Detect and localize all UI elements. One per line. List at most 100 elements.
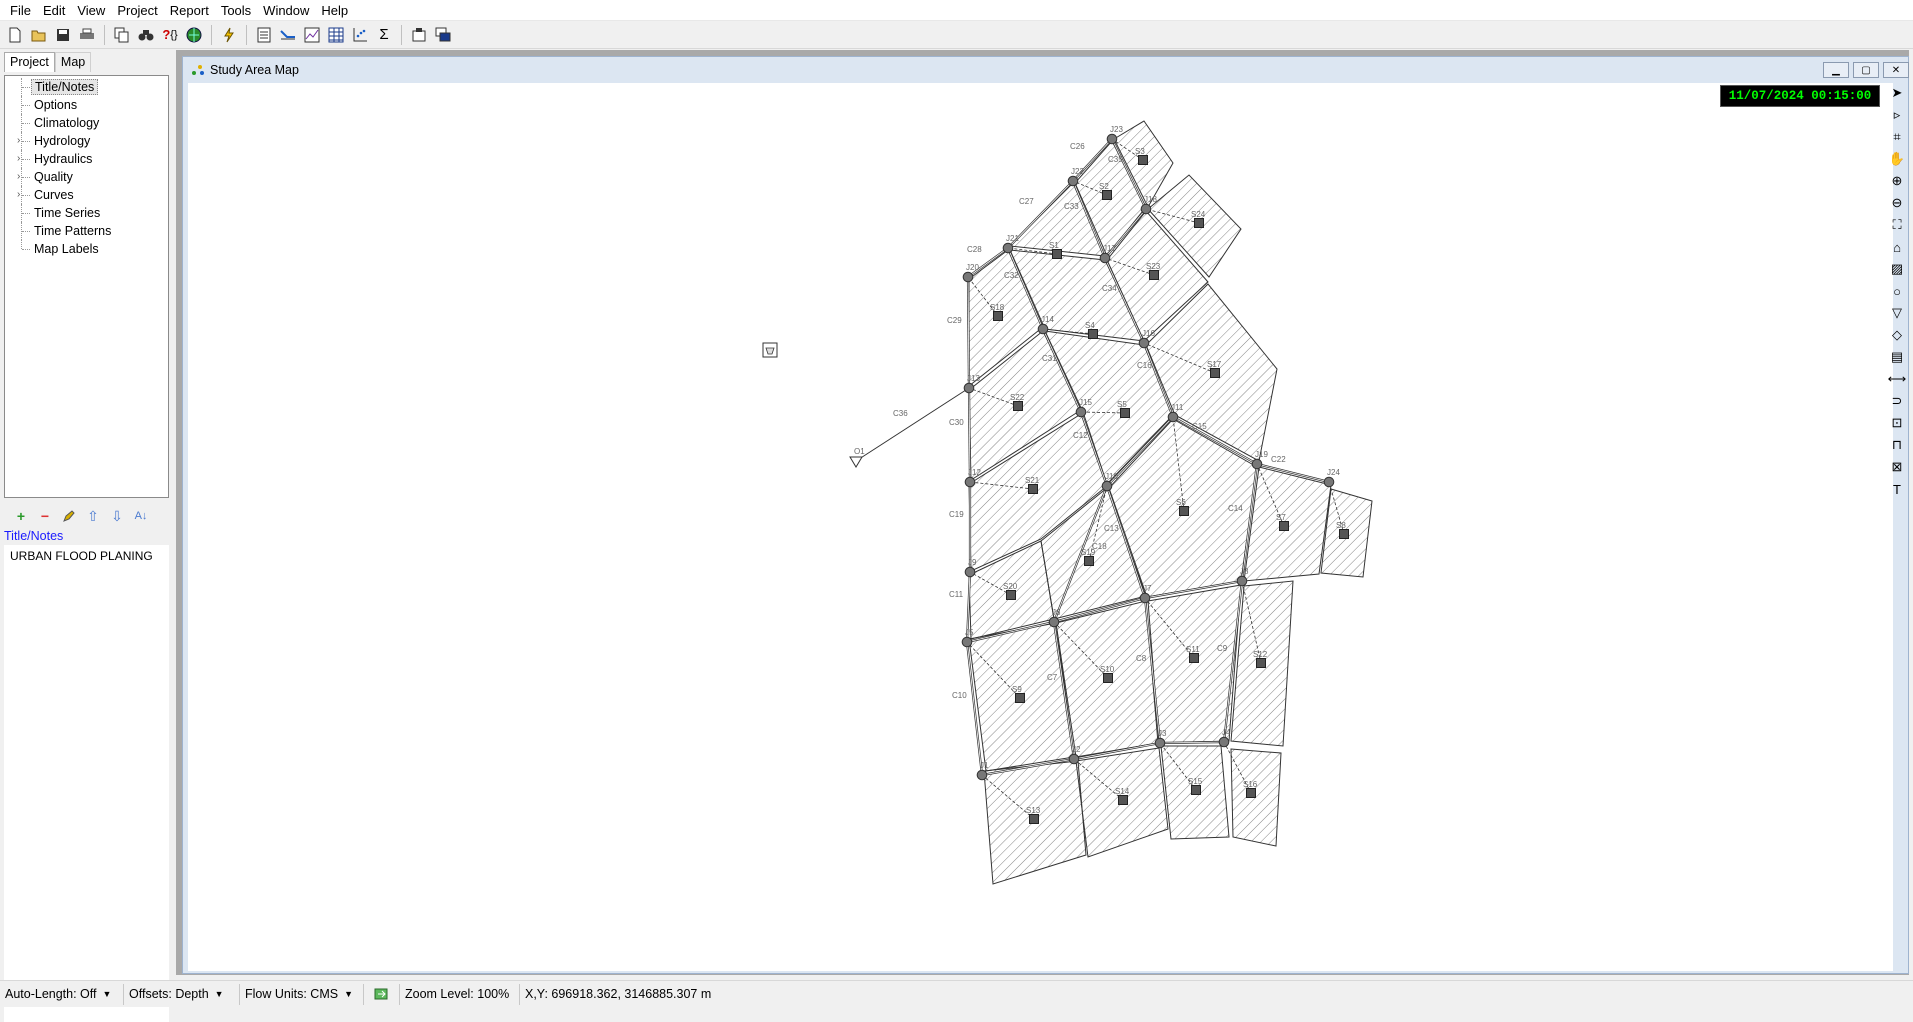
junction-j14[interactable] xyxy=(1037,323,1049,335)
subcatchment-centroid-s23[interactable] xyxy=(1149,270,1159,280)
flow-direction-icon[interactable] xyxy=(364,983,400,1005)
label-icon[interactable]: T xyxy=(1893,481,1901,497)
delete-icon[interactable]: − xyxy=(40,508,50,524)
outlet-line-s6[interactable] xyxy=(1172,416,1185,512)
junction-j18[interactable] xyxy=(1140,203,1152,215)
subcatchment-centroid-s3[interactable] xyxy=(1138,155,1148,165)
junction-j24[interactable] xyxy=(1323,476,1335,488)
zoom-out-icon[interactable]: ⊖ xyxy=(1891,195,1903,210)
junction-j10[interactable] xyxy=(1101,480,1113,492)
subcatchment-centroid-s8[interactable] xyxy=(1339,529,1349,539)
table-icon[interactable] xyxy=(325,24,347,46)
conduit-centerline[interactable] xyxy=(1144,597,1161,744)
pan-icon[interactable]: ✋ xyxy=(1888,151,1906,166)
junction-j19[interactable] xyxy=(1251,458,1263,470)
outlet-line-s17[interactable] xyxy=(1143,342,1216,374)
junction-j7[interactable] xyxy=(1139,592,1151,604)
outlet-line-s2[interactable] xyxy=(1072,180,1108,196)
subcatchment-centroid-s11[interactable] xyxy=(1189,653,1199,663)
storage-icon[interactable]: ▤ xyxy=(1890,349,1904,364)
subcatchment-centroid-s2[interactable] xyxy=(1102,190,1112,200)
new-file-icon[interactable] xyxy=(4,24,26,46)
conduit-centerline[interactable] xyxy=(1106,416,1174,487)
outlet-line-s20[interactable] xyxy=(969,571,1012,596)
conduit-centerline[interactable] xyxy=(1104,257,1145,344)
conduit-centerline[interactable] xyxy=(966,641,983,776)
subcatchment-centroid-s18[interactable] xyxy=(993,311,1003,321)
conduit-centerline[interactable] xyxy=(1072,138,1113,182)
orifice-icon[interactable]: ⊡ xyxy=(1891,415,1903,430)
options-icon[interactable] xyxy=(408,24,430,46)
conduit-centerline[interactable] xyxy=(1053,485,1108,623)
move-down-icon[interactable]: ⇩ xyxy=(111,507,123,524)
menu-report[interactable]: Report xyxy=(169,2,209,18)
divider-icon[interactable]: ◇ xyxy=(1892,327,1902,342)
scatter-plot-icon[interactable] xyxy=(349,24,371,46)
outlet-line-s4[interactable] xyxy=(1042,328,1094,335)
profile-plot-icon[interactable] xyxy=(277,24,299,46)
conduit-centerline[interactable] xyxy=(1042,328,1082,413)
expand-chevron-icon[interactable]: › xyxy=(17,135,21,147)
subcatchment-centroid-s19[interactable] xyxy=(1084,556,1094,566)
subcatchment-icon[interactable]: ▨ xyxy=(1890,261,1904,276)
expand-chevron-icon[interactable]: › xyxy=(17,189,21,201)
menu-help[interactable]: Help xyxy=(321,2,349,18)
outlet-line-s1[interactable] xyxy=(1007,247,1058,255)
outlet-line-s10[interactable] xyxy=(1053,621,1109,679)
rain-gage-cup[interactable] xyxy=(765,347,775,355)
outlet-line-s7[interactable] xyxy=(1256,463,1285,527)
arrange-windows-icon[interactable] xyxy=(432,24,454,46)
conduit-centerline[interactable] xyxy=(1007,247,1044,330)
junction-j15[interactable] xyxy=(1075,406,1087,418)
tree-item-climatology[interactable]: Climatology xyxy=(5,114,168,132)
zoom-in-icon[interactable]: ⊕ xyxy=(1891,173,1903,188)
close-button[interactable]: ✕ xyxy=(1883,62,1909,78)
outfall-icon[interactable]: ▽ xyxy=(1892,305,1902,320)
subcatchment-s5[interactable] xyxy=(1044,330,1174,485)
auto-length-status[interactable]: Auto-Length: Off ▼ xyxy=(0,983,124,1005)
junction-j8[interactable] xyxy=(1236,575,1248,587)
menu-project[interactable]: Project xyxy=(117,2,158,18)
outlet-line-s13[interactable] xyxy=(981,774,1035,820)
outlet-line-s22[interactable] xyxy=(968,387,1019,407)
conduit-centerline[interactable] xyxy=(1241,463,1258,582)
tree-item-curves[interactable]: › Curves xyxy=(5,186,168,204)
outlet-line-s9[interactable] xyxy=(966,641,1021,699)
conduit-centerline[interactable] xyxy=(1007,180,1074,249)
menu-edit[interactable]: Edit xyxy=(42,2,66,18)
outlet-line-s24[interactable] xyxy=(1145,208,1200,224)
subcatchment-centroid-s14[interactable] xyxy=(1118,795,1128,805)
conduit-centerline[interactable] xyxy=(1106,485,1146,599)
menu-file[interactable]: File xyxy=(10,2,31,18)
junction-j11[interactable] xyxy=(1167,411,1179,423)
save-icon[interactable] xyxy=(52,24,74,46)
conduit-centerline[interactable] xyxy=(981,758,1075,776)
junction-j12[interactable] xyxy=(964,476,976,488)
globe-icon[interactable] xyxy=(183,24,205,46)
copy-icon[interactable] xyxy=(111,24,133,46)
conduit-centerline[interactable] xyxy=(1223,580,1243,743)
outlet-line-s18[interactable] xyxy=(967,276,999,317)
tree-item-quality[interactable]: › Quality xyxy=(5,168,168,186)
tree-item-hydrology[interactable]: › Hydrology xyxy=(5,132,168,150)
subcatchment-centroid-s7[interactable] xyxy=(1279,521,1289,531)
junction-j17[interactable] xyxy=(1099,252,1111,264)
subcatchment-centroid-s21[interactable] xyxy=(1028,484,1038,494)
outlet-line-s5[interactable] xyxy=(1080,411,1126,414)
expand-chevron-icon[interactable]: › xyxy=(17,153,21,165)
notes-box[interactable]: URBAN FLOOD PLANING xyxy=(4,545,169,1022)
outlet-line-s12[interactable] xyxy=(1241,580,1262,664)
outlet-line-s3[interactable] xyxy=(1111,138,1144,161)
tree-item-map-labels[interactable]: Map Labels xyxy=(5,240,168,258)
conduit-centerline[interactable] xyxy=(1144,580,1243,599)
menu-view[interactable]: View xyxy=(77,2,106,18)
subcatchment-centroid-s6[interactable] xyxy=(1179,506,1189,516)
subcatchment-centroid-s20[interactable] xyxy=(1006,590,1016,600)
conduit-icon[interactable]: ⟷ xyxy=(1887,371,1907,386)
outlet-line-s14[interactable] xyxy=(1073,758,1124,801)
outlet-line-s23[interactable] xyxy=(1104,257,1155,276)
minimize-button[interactable]: ▁ xyxy=(1823,62,1849,78)
junction-j21[interactable] xyxy=(1002,242,1014,254)
conduit-centerline[interactable] xyxy=(967,247,1009,278)
junction-j16[interactable] xyxy=(1138,337,1150,349)
